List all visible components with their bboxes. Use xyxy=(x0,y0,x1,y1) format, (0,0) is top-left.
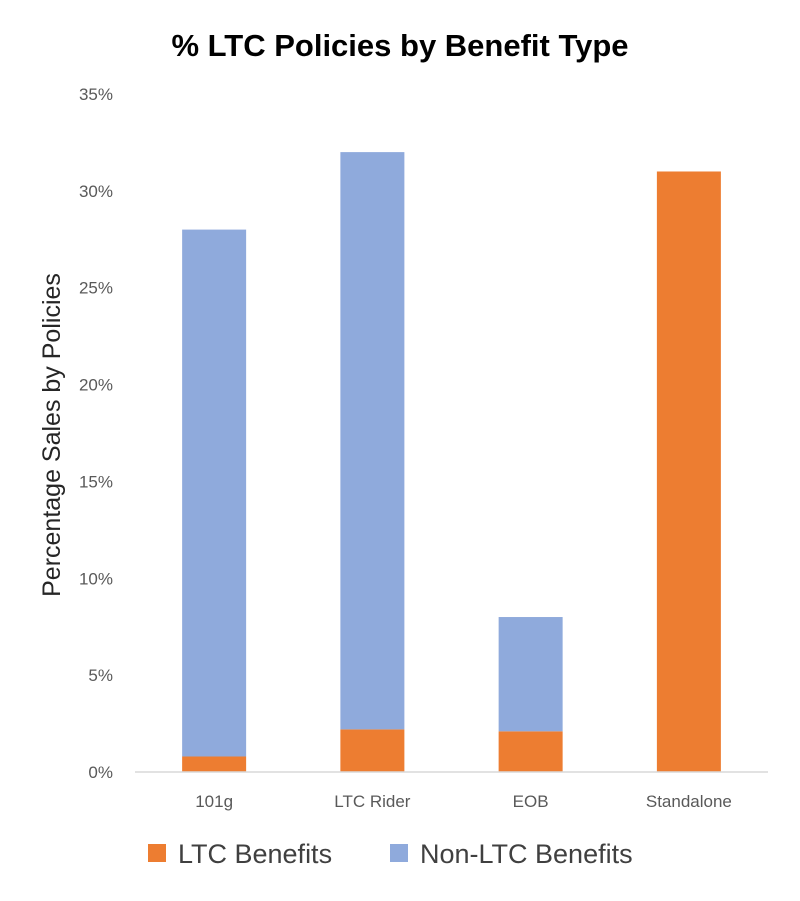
x-tick-label: Standalone xyxy=(646,792,732,811)
y-tick-label: 35% xyxy=(79,85,113,104)
legend: LTC Benefits Non-LTC Benefits xyxy=(148,839,633,869)
legend-label: Non-LTC Benefits xyxy=(420,839,633,869)
x-tick-label: LTC Rider xyxy=(334,792,411,811)
y-tick-label: 25% xyxy=(79,279,113,298)
chart-title: % LTC Policies by Benefit Type xyxy=(171,28,628,63)
y-axis-label: Percentage Sales by Policies xyxy=(38,273,66,597)
x-tick-label: 101g xyxy=(195,792,233,811)
bar-non-ltc-eob xyxy=(498,617,563,732)
bar-ltc-eob xyxy=(498,731,563,772)
bar-ltc-ltc-rider xyxy=(340,729,405,772)
y-tick-label: 20% xyxy=(79,376,113,395)
bar-ltc-101g xyxy=(182,756,247,772)
x-tick-label: EOB xyxy=(513,792,549,811)
y-tick-label: 5% xyxy=(88,666,113,685)
bar-ltc-standalone xyxy=(656,171,721,773)
legend-swatch xyxy=(390,844,408,862)
y-tick-label: 30% xyxy=(79,182,113,201)
bar-non-ltc-101g xyxy=(182,229,247,757)
y-tick-label: 10% xyxy=(79,569,113,588)
legend-label: LTC Benefits xyxy=(178,839,332,869)
x-axis-ticks: 101g LTC Rider EOB Standalone xyxy=(195,792,732,811)
y-tick-label: 0% xyxy=(88,763,113,782)
bar-non-ltc-ltc-rider xyxy=(340,152,405,730)
y-axis-ticks: 0% 5% 10% 15% 20% 25% 30% 35% xyxy=(79,85,113,782)
y-tick-label: 15% xyxy=(79,472,113,491)
legend-swatch xyxy=(148,844,166,862)
bars xyxy=(182,152,721,773)
